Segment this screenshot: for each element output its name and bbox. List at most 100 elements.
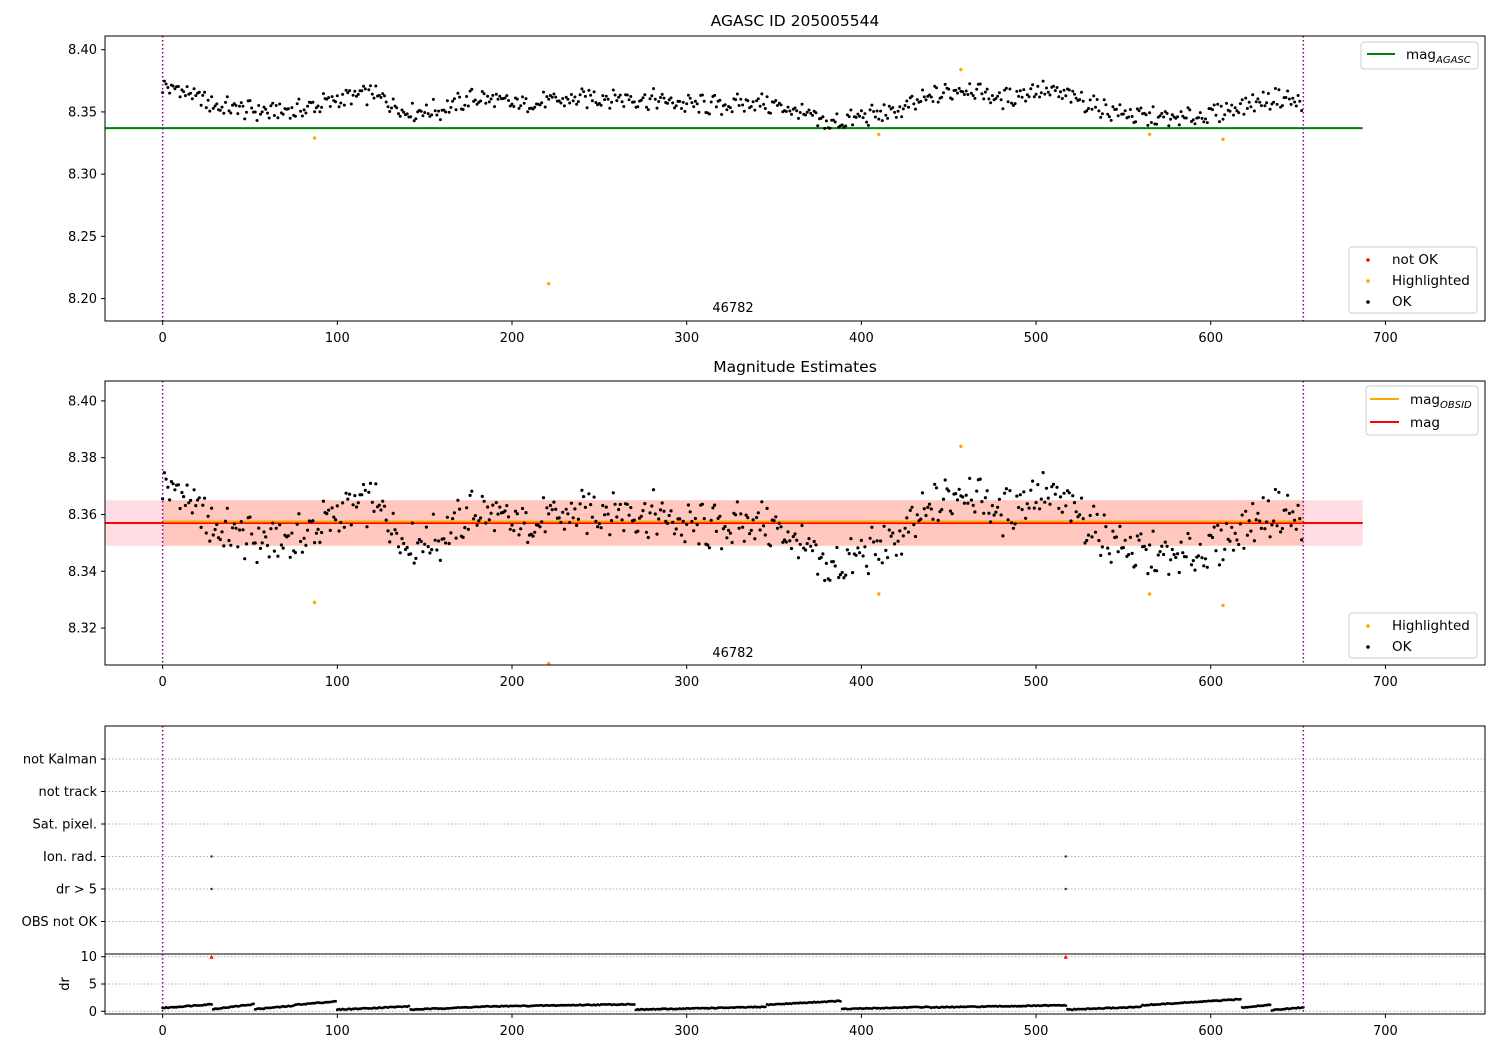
ok-point — [561, 510, 565, 514]
ok-point — [1214, 113, 1218, 117]
obsid-annotation: 46782 — [712, 646, 753, 661]
ok-point — [493, 105, 496, 109]
ok-points — [161, 471, 1304, 583]
ok-point — [1118, 524, 1122, 529]
ok-point — [1279, 530, 1283, 534]
ok-point — [571, 99, 575, 103]
ok-point — [311, 100, 315, 104]
ok-point — [884, 548, 888, 553]
ok-point — [1242, 112, 1246, 116]
ok-point — [772, 519, 776, 523]
ok-point — [613, 93, 617, 97]
ok-point — [1202, 564, 1206, 568]
ok-point — [596, 525, 600, 529]
legend-frame — [1348, 612, 1478, 659]
ok-point — [636, 105, 640, 109]
ok-point — [718, 98, 722, 102]
ok-point — [220, 530, 224, 534]
ok-point — [171, 84, 175, 88]
ok-point — [1032, 506, 1036, 510]
ok-point — [582, 90, 586, 94]
ok-point — [671, 520, 675, 524]
ok-point — [192, 488, 196, 492]
ok-point — [335, 94, 339, 98]
ok-point — [891, 531, 895, 535]
ok-point — [547, 97, 551, 101]
ok-point — [1127, 115, 1131, 119]
ok-point — [360, 493, 364, 497]
ok-point — [1158, 114, 1162, 118]
ok-point — [1083, 541, 1087, 545]
dr-points — [161, 997, 1305, 1012]
ok-point — [915, 513, 919, 517]
ok-point — [978, 477, 982, 481]
ok-point — [349, 102, 353, 106]
ok-point — [293, 114, 297, 118]
not-ok-markers — [209, 954, 1068, 959]
ok-point — [1238, 102, 1242, 106]
ok-point — [203, 90, 207, 94]
ok-point — [306, 104, 310, 108]
ok-point — [1064, 504, 1068, 508]
ok-point — [260, 541, 264, 545]
ok-point — [1045, 86, 1048, 90]
ok-point — [1146, 572, 1150, 576]
ok-point — [475, 102, 479, 106]
ok-point — [162, 79, 166, 83]
ok-point — [272, 549, 276, 553]
ok-point — [412, 119, 416, 123]
ok-point — [271, 101, 275, 105]
ok-point — [466, 104, 470, 108]
ok-point — [274, 104, 278, 107]
ok-point — [971, 94, 975, 97]
ok-point — [625, 93, 629, 97]
ok-point — [1193, 568, 1197, 572]
ok-point — [868, 536, 872, 540]
flag-category-label: dr > 5 — [56, 883, 97, 898]
ok-point — [667, 513, 671, 518]
highlighted-point — [1221, 137, 1225, 141]
ok-point — [405, 112, 409, 116]
ok-point — [1181, 551, 1185, 555]
ok-point — [334, 518, 338, 522]
ok-point — [987, 511, 991, 515]
ok-point — [510, 102, 514, 106]
ok-point — [1086, 533, 1091, 537]
ok-point — [512, 105, 516, 108]
ok-point — [489, 511, 493, 515]
ok-point — [386, 529, 390, 533]
ok-point — [1263, 104, 1267, 108]
ok-point — [828, 578, 832, 582]
ok-point — [742, 539, 746, 543]
ok-point — [863, 112, 867, 116]
ok-point — [461, 535, 465, 540]
ok-point — [414, 117, 418, 121]
ok-point — [980, 500, 984, 504]
ok-point — [243, 117, 247, 121]
ok-point — [1189, 563, 1194, 567]
ok-point — [1013, 102, 1017, 106]
ok-point — [989, 520, 993, 524]
ok-point — [295, 522, 299, 526]
ok-point — [863, 545, 867, 549]
ok-point — [1024, 99, 1028, 103]
legend-entry-not-ok: not OK — [1392, 252, 1439, 268]
ok-point — [456, 498, 460, 502]
ok-point — [1188, 536, 1192, 540]
ok-point — [1273, 87, 1277, 90]
ok-point — [973, 510, 977, 514]
y-tick-label: 5 — [89, 978, 97, 993]
ok-point — [906, 530, 911, 534]
panel-estimates-title: Magnitude Estimates — [713, 358, 877, 376]
ok-point — [632, 518, 636, 522]
ok-point — [258, 546, 263, 551]
ok-point — [1286, 493, 1290, 497]
ok-point — [643, 93, 647, 97]
ok-point — [1210, 535, 1215, 540]
ok-point — [1034, 92, 1038, 96]
ok-point — [762, 524, 766, 528]
ok-point — [1272, 519, 1276, 523]
ok-point — [168, 498, 172, 502]
ok-point — [173, 87, 177, 91]
ok-point — [486, 505, 490, 509]
